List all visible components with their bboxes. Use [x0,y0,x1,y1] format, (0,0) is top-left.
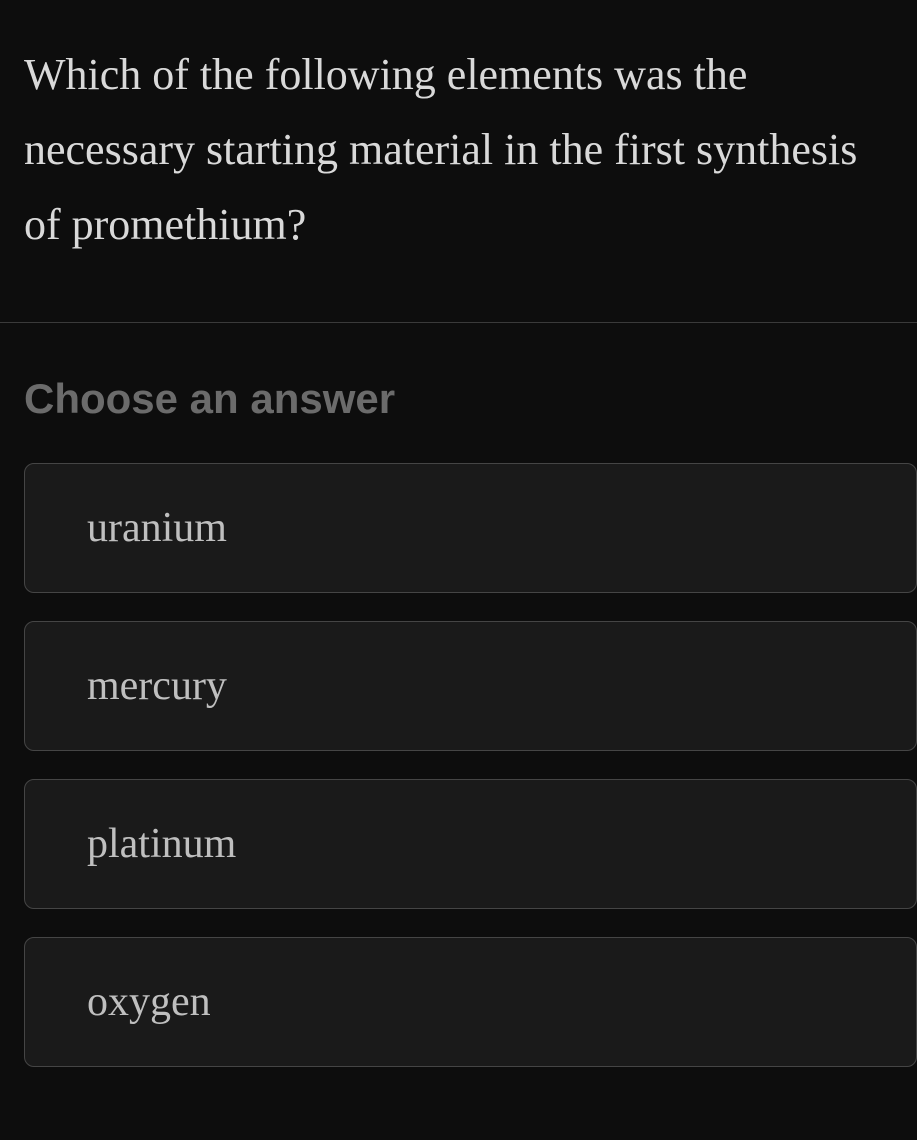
answer-option-platinum[interactable]: platinum [24,779,917,909]
choose-answer-label: Choose an answer [24,375,917,423]
question-section: Which of the following elements was the … [0,0,917,322]
answer-label: uranium [87,505,227,551]
answer-section: Choose an answer uranium mercury platinu… [0,323,917,1067]
answer-label: mercury [87,663,227,709]
answer-list: uranium mercury platinum oxygen [24,463,917,1067]
question-text: Which of the following elements was the … [24,38,893,262]
answer-label: platinum [87,821,236,867]
answer-option-oxygen[interactable]: oxygen [24,937,917,1067]
answer-option-mercury[interactable]: mercury [24,621,917,751]
answer-option-uranium[interactable]: uranium [24,463,917,593]
answer-label: oxygen [87,979,211,1025]
